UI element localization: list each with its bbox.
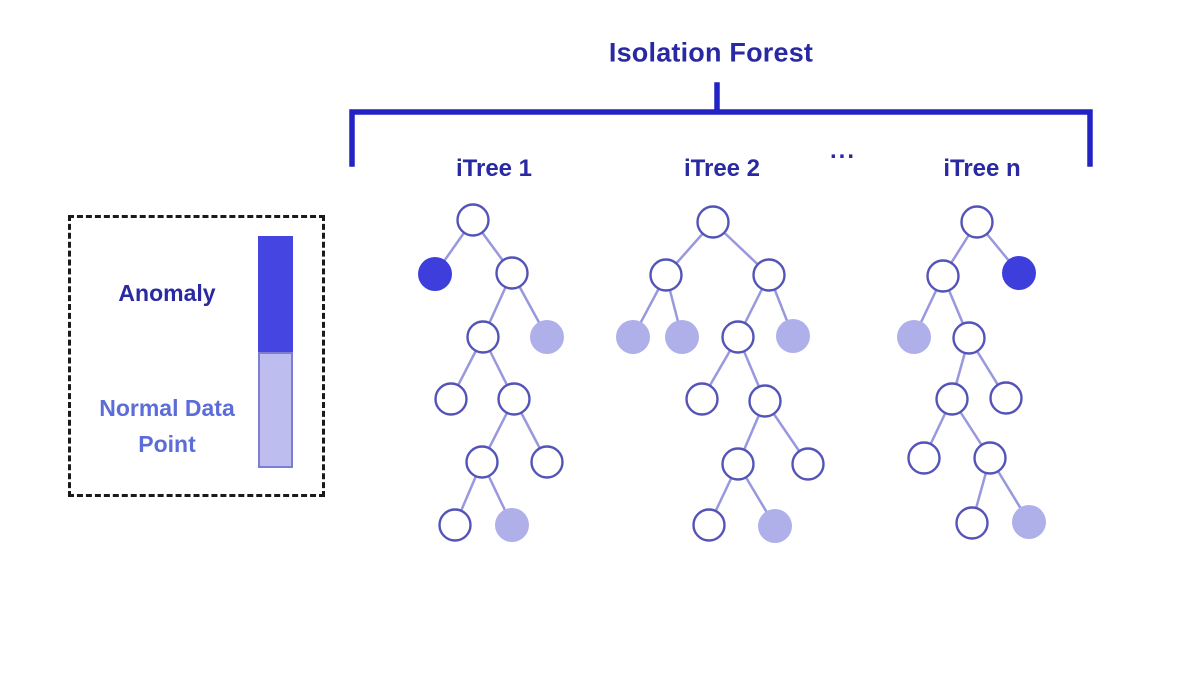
tree-2-node-normal: [616, 320, 650, 354]
tree-1-node-empty: [497, 382, 531, 416]
legend-anomaly-swatch: [258, 236, 293, 352]
tree-2-node-empty: [721, 320, 755, 354]
tree-3-node-empty: [952, 321, 986, 355]
tree-3-node-empty: [955, 506, 989, 540]
tree-3-node-anomaly: [1002, 256, 1036, 290]
tree-1-node-empty: [434, 382, 468, 416]
tree-2-node-empty: [752, 258, 786, 292]
tree-2-node-empty: [696, 205, 730, 239]
tree-2-node-empty: [721, 447, 755, 481]
tree-3-node-empty: [960, 205, 994, 239]
tree-1-node-empty: [438, 508, 472, 542]
tree-2-node-empty: [748, 384, 782, 418]
tree-3-node-empty: [989, 381, 1023, 415]
legend-normal-swatch: [258, 352, 293, 468]
tree-1-node-anomaly: [418, 257, 452, 291]
tree-2-node-empty: [692, 508, 726, 542]
tree-1-node-empty: [465, 445, 499, 479]
tree-3-node-empty: [926, 259, 960, 293]
diagram-title: Isolation Forest: [608, 37, 814, 68]
tree-2-node-normal: [758, 509, 792, 543]
tree-1-node-empty: [530, 445, 564, 479]
tree-label-itree-n: iTree n: [943, 155, 1021, 182]
legend-color-bar: [258, 236, 293, 468]
tree-2-node-empty: [791, 447, 825, 481]
tree-2-node-normal: [665, 320, 699, 354]
legend-box: Anomaly Normal Data Point: [68, 215, 325, 497]
tree-label-itree-2: iTree 2: [683, 155, 761, 182]
tree-1-node-empty: [466, 320, 500, 354]
tree-2-node-empty: [649, 258, 683, 292]
tree-1-node-normal: [530, 320, 564, 354]
tree-2-node-normal: [776, 319, 810, 353]
tree-1-node-normal: [495, 508, 529, 542]
tree-3-node-normal: [1012, 505, 1046, 539]
legend-anomaly-label: Anomaly: [118, 280, 216, 306]
tree-1-node-empty: [456, 203, 490, 237]
tree-2-node-empty: [685, 382, 719, 416]
tree-label-itree-1: iTree 1: [455, 155, 533, 182]
legend-normal-label: Normal Data Point: [99, 395, 235, 457]
tree-3-node-empty: [973, 441, 1007, 475]
tree-3-node-empty: [935, 382, 969, 416]
tree-3-node-normal: [897, 320, 931, 354]
tree-1-node-empty: [495, 256, 529, 290]
ellipsis-label: ...: [829, 137, 857, 164]
bracket-line: [349, 82, 1093, 167]
tree-3-node-empty: [907, 441, 941, 475]
